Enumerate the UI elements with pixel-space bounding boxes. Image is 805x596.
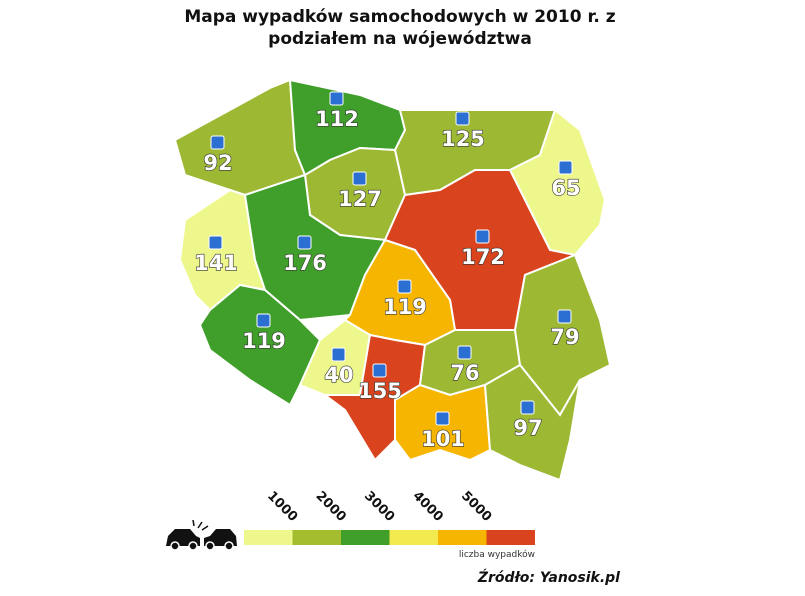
region-icon — [329, 91, 344, 106]
region — [173, 78, 307, 197]
source: Źródło: Yanosik.pl — [477, 568, 620, 586]
legend-swatch — [486, 530, 535, 545]
region-value: 65 — [551, 176, 580, 200]
region-icon — [210, 135, 225, 150]
region-icon — [331, 347, 346, 362]
legend-label: liczba wypadków — [459, 549, 535, 560]
region-value: 119 — [242, 329, 286, 353]
region-icon — [557, 309, 572, 324]
legend-tick-label: 3000 — [361, 489, 397, 525]
title-line: podziałem na wójewództwa — [268, 29, 532, 49]
legend-tick-label: 5000 — [458, 489, 494, 525]
legend-tick-label: 4000 — [410, 489, 446, 525]
region-icon — [435, 411, 450, 426]
title-line: Mapa wypadków samochodowych w 2010 r. z — [184, 7, 615, 27]
region-value: 76 — [450, 361, 479, 385]
legend-tick-label: 1000 — [264, 489, 300, 525]
legend-tick-label: 2000 — [313, 489, 349, 525]
region-value: 155 — [358, 379, 402, 403]
region — [483, 363, 581, 482]
region-icon — [520, 400, 535, 415]
region-value: 176 — [283, 251, 327, 275]
car-icon — [166, 519, 237, 551]
region-value: 92 — [203, 151, 232, 175]
region-value: 97 — [513, 416, 542, 440]
region-value: 79 — [550, 325, 579, 349]
region-icon — [372, 363, 387, 378]
legend-swatch — [438, 530, 487, 545]
region-icon — [457, 345, 472, 360]
region-value: 127 — [338, 187, 382, 211]
region-icon — [455, 111, 470, 126]
legend: 1000 2000 3000 4000 5000 liczba wypadków — [166, 489, 535, 560]
region-value: 172 — [461, 245, 505, 269]
region-icon — [352, 171, 367, 186]
region-value: 125 — [441, 127, 485, 151]
region-icon — [475, 229, 490, 244]
region-value: 112 — [315, 107, 359, 131]
legend-swatch — [292, 530, 341, 545]
region-icon — [397, 279, 412, 294]
legend-swatch — [341, 530, 390, 545]
region-icon — [558, 160, 573, 175]
region-value: 141 — [194, 251, 238, 275]
region-icon — [256, 313, 271, 328]
region-value: 40 — [324, 363, 353, 387]
region-icon — [297, 235, 312, 250]
legend-swatch — [244, 530, 293, 545]
legend-swatch — [389, 530, 438, 545]
region-icon — [208, 235, 223, 250]
region-value: 101 — [421, 427, 465, 451]
region-value: 119 — [383, 295, 427, 319]
